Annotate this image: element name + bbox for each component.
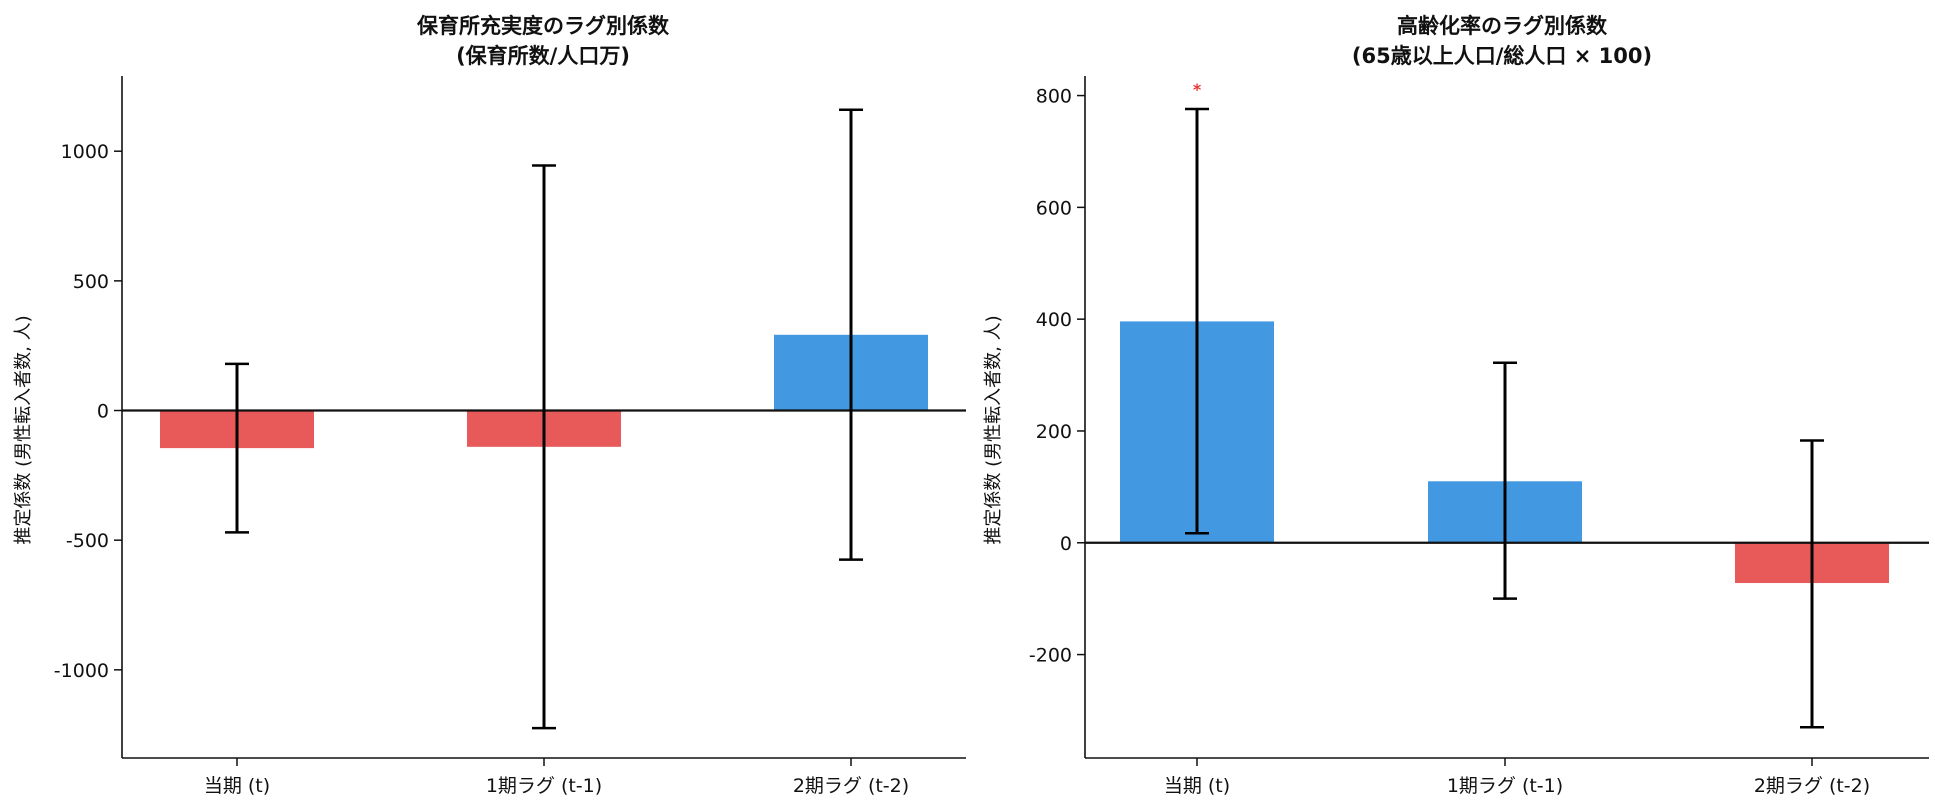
axes <box>1084 76 1929 759</box>
x-tick-label: 1期ラグ (t-1) <box>1447 775 1563 797</box>
y-tick-label: -200 <box>1029 645 1072 667</box>
chart-panel-aging: 高齢化率のラグ別係数 (65歳以上人口/総人口 × 100) 推定係数 (男性転… <box>983 14 1929 797</box>
x-tick-label: 2期ラグ (t-2) <box>1754 775 1870 797</box>
significance-markers: * <box>1193 80 1202 99</box>
y-tick-label: 200 <box>1036 421 1072 443</box>
chart-title-line1: 保育所充実度のラグ別係数 <box>416 14 670 38</box>
y-axis-ticks: -1000 -500 0 500 1000 <box>54 141 122 682</box>
y-axis-label: 推定係数 (男性転入者数, 人) <box>983 315 1004 544</box>
x-tick-label: 当期 (t) <box>204 775 270 797</box>
y-tick-label: 800 <box>1036 86 1072 108</box>
y-tick-label: 500 <box>73 271 109 293</box>
y-tick-label: -500 <box>66 530 109 552</box>
error-bars <box>225 108 863 730</box>
y-tick-label: 1000 <box>61 141 109 163</box>
x-tick-label: 2期ラグ (t-2) <box>793 775 909 797</box>
chart-title-line2: (65歳以上人口/総人口 × 100) <box>1352 44 1652 68</box>
y-tick-label: 400 <box>1036 309 1072 331</box>
y-tick-label: -1000 <box>54 660 109 682</box>
chart-panel-childcare: 保育所充実度のラグ別係数 (保育所数/人口万) 推定係数 (男性転入者数, 人)… <box>13 14 966 797</box>
chart-title-line1: 高齢化率のラグ別係数 <box>1397 14 1608 38</box>
y-tick-label: 0 <box>97 401 109 423</box>
axes <box>121 76 966 759</box>
y-tick-label: 0 <box>1060 533 1072 555</box>
y-tick-label: 600 <box>1036 197 1072 219</box>
x-axis-ticks: 当期 (t) 1期ラグ (t-1) 2期ラグ (t-2) <box>1164 758 1870 797</box>
x-axis-ticks: 当期 (t) 1期ラグ (t-1) 2期ラグ (t-2) <box>204 758 909 797</box>
y-axis-label: 推定係数 (男性転入者数, 人) <box>13 315 34 544</box>
x-tick-label: 1期ラグ (t-1) <box>486 775 602 797</box>
error-bars <box>1185 107 1824 729</box>
y-axis-ticks: -200 0 200 400 600 800 <box>1029 86 1085 667</box>
chart-title-line2: (保育所数/人口万) <box>456 44 630 68</box>
significance-marker: * <box>1193 80 1202 99</box>
x-tick-label: 当期 (t) <box>1164 775 1230 797</box>
